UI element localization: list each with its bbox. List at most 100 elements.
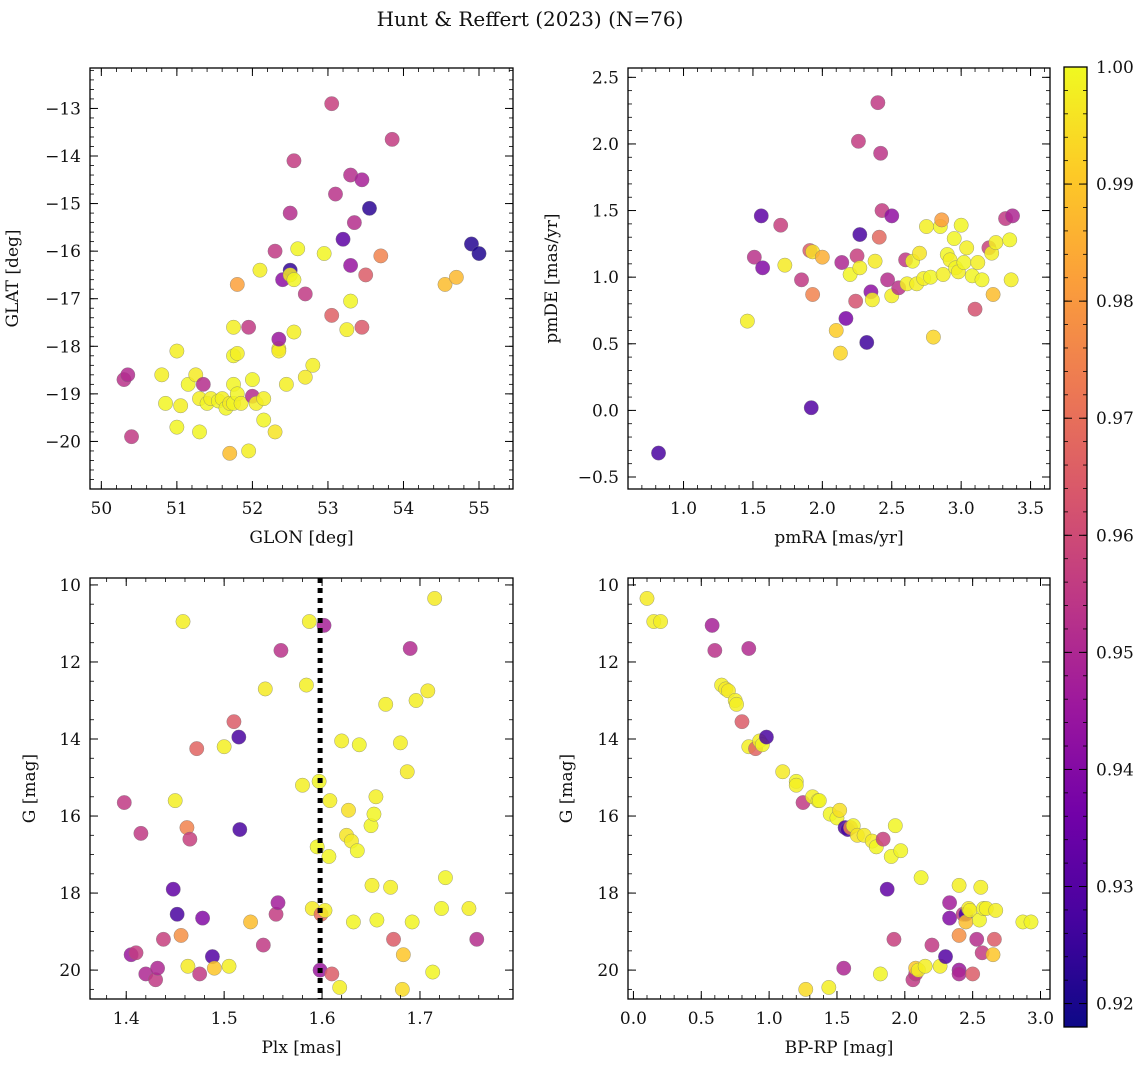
data-point [165,881,181,897]
scatter-panels: 50 51 52 53 54 55 −20 −19 −18 −17 −16 −15 −14 −13 GLON… [3,67,1054,1058]
data-point [399,764,415,780]
data-point [427,590,443,606]
data-point [369,912,385,928]
data-point [346,215,362,231]
data-point [128,945,144,961]
panel-3: 1.4 1.5 1.6 1.7 10 12 14 16 18 20 Plx [mas] G [mag] [20,576,514,1058]
data-point [233,395,249,411]
data-point [335,231,351,247]
data-point [919,219,934,234]
data-point [324,307,340,323]
data-point [969,931,985,947]
data-point [116,795,132,811]
data-point [273,642,289,658]
y-tick-label: −0.5 [578,468,619,488]
colorbar-tick-label: 0.98 [1096,292,1134,312]
data-point [886,931,902,947]
data-point [448,269,464,285]
data-point [832,345,848,361]
data-point [120,367,136,383]
data-point [343,257,359,273]
data-point [364,877,380,893]
data-point [341,802,356,818]
data-point [349,843,365,859]
x-tick-label: 0.5 [688,1009,715,1029]
data-point [437,277,453,292]
data-point [651,445,666,461]
data-point [461,901,477,916]
data-point [267,243,283,259]
data-point [286,153,302,169]
data-point [923,269,939,285]
data-point [777,257,793,273]
data-point [924,937,940,953]
y-axis-label: pmDE [mas/yr] [542,213,562,343]
x-tick-label: 2.5 [959,1009,986,1029]
data-point [301,614,317,629]
y-tick-label: 14 [59,730,81,750]
data-point [653,614,669,629]
figure-title: Hunt & Reffert (2023) (N=76) [377,7,684,31]
data-point [241,443,257,459]
data-point [805,287,821,302]
data-point [872,966,888,982]
data-point [471,246,487,261]
data-point [1003,272,1019,288]
data-point [169,906,185,922]
data-point [953,217,969,233]
y-tick-label: 1.0 [592,268,619,288]
data-point [195,910,211,926]
data-point [180,958,196,974]
data-point [282,205,298,221]
data-point [970,255,986,270]
data-point [192,966,208,982]
data-point [221,958,237,974]
x-tick-label: 1.0 [670,499,697,519]
x-tick-label: 51 [166,499,188,519]
data-point [951,877,967,893]
data-point [746,249,762,265]
data-point [871,229,887,245]
x-tick-label: 55 [468,499,490,519]
data-point [880,272,896,288]
data-point [875,831,891,847]
x-tick-label: 2.0 [809,499,836,519]
data-point [985,287,1001,302]
x-tick-label: 3.0 [948,499,975,519]
x-tick-label: 1.6 [309,1009,336,1029]
data-point [286,324,302,340]
y-tick-label: 14 [597,730,619,750]
data-point [974,272,990,288]
data-point [887,818,903,834]
y-tick-label: −19 [45,385,81,405]
x-tick-label: 0.0 [620,1009,647,1029]
data-point [873,145,889,161]
data-point [343,293,359,309]
data-point [402,641,418,656]
data-point [836,960,852,976]
data-point [216,739,232,755]
data-point [773,217,789,233]
x-tick-label: 53 [317,499,339,519]
data-point [798,981,814,997]
data-point [834,255,850,270]
data-point [222,445,238,461]
colorbar-tick-label: 0.97 [1096,409,1134,429]
axes-frame [89,67,514,490]
data-point [741,641,757,656]
data-point [832,802,848,818]
data-point [383,879,399,895]
data-point [297,369,313,385]
data-point [985,947,1001,963]
x-tick-label: 3.5 [1017,499,1044,519]
data-point [332,979,348,995]
data-point [334,733,350,749]
data-point [639,590,655,606]
data-point [938,949,953,965]
data-point [155,931,171,947]
data-point [271,331,287,347]
data-point [988,902,1004,918]
y-tick-label: 18 [597,884,619,904]
x-tick-label: 2.5 [878,499,905,519]
